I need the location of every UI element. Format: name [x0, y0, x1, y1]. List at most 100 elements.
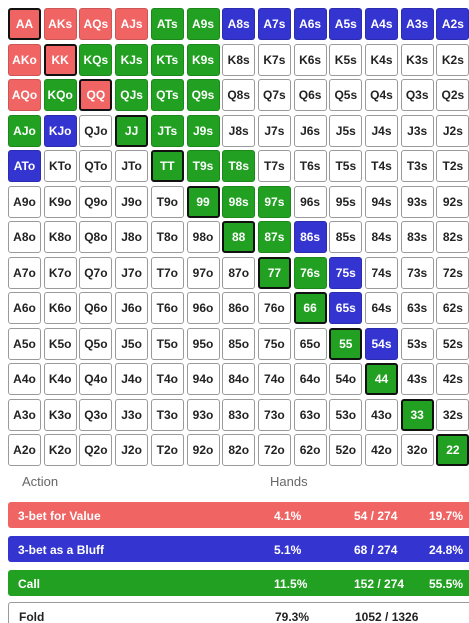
hand-cell: T9s [186, 150, 220, 182]
hand-cell: KK [43, 43, 77, 76]
hands-header: Hands [270, 474, 308, 489]
hand-cell: A3o [8, 398, 41, 431]
hand-cell: 74o [257, 363, 291, 395]
hand-cell: 53s [400, 327, 434, 360]
hand-cell: KQs [79, 43, 113, 76]
hand-cell: 32s [436, 398, 469, 431]
hand-cell: Q9o [79, 185, 113, 218]
hand-cell: Q2s [436, 79, 469, 111]
hand-cell: A4o [8, 363, 41, 395]
hand-cell: K4o [43, 363, 77, 395]
hand-cell: Q5o [79, 327, 113, 360]
hand-cell: K6s [293, 43, 327, 76]
hand-cell: 43s [400, 363, 434, 395]
hand-cell: K3o [43, 398, 77, 431]
hand-cell: 86o [222, 292, 256, 324]
hand-cell: Q6o [79, 292, 113, 324]
hand-cell: T2o [150, 434, 184, 466]
hand-cell: Q8o [79, 221, 113, 253]
hand-cell: AJo [8, 114, 41, 147]
hand-cell: JTs [150, 114, 184, 147]
hand-cell: K8s [222, 43, 256, 76]
hand-cell: K3s [400, 43, 434, 76]
hand-cell: 73o [257, 398, 291, 431]
hand-cell: T5s [329, 150, 363, 182]
hand-cell: ATo [8, 150, 41, 182]
hand-cell: 33 [400, 398, 434, 431]
hand-cell: 64s [365, 292, 398, 324]
hand-cell: T2s [436, 150, 469, 182]
hand-cell: J9s [186, 114, 220, 147]
hand-cell: JTo [115, 150, 149, 182]
hand-cell: A3s [400, 8, 434, 40]
hand-cell: A4s [365, 8, 398, 40]
hand-cell: 66 [293, 292, 327, 324]
hand-cell: T9o [150, 185, 184, 218]
hand-cell: Q3o [79, 398, 113, 431]
action-label: Fold [19, 610, 45, 623]
hand-cell: Q2o [79, 434, 113, 466]
hand-cell: T8s [222, 150, 256, 182]
hand-cell: 84s [365, 221, 398, 253]
hand-cell: A8s [222, 8, 256, 40]
hand-cell: A9s [186, 8, 220, 40]
hand-cell: 93o [186, 398, 220, 431]
hand-cell: A9o [8, 185, 41, 218]
hand-cell: QQ [79, 79, 113, 111]
hand-cell: 74s [365, 256, 398, 289]
hand-cell: 97o [186, 256, 220, 289]
hand-cell: 44 [365, 363, 398, 395]
action-share: 19.7% [429, 509, 464, 523]
hand-cell: J6s [293, 114, 327, 147]
action-label: Call [18, 577, 41, 591]
hand-cell: 95s [329, 185, 363, 218]
hand-cell: QTo [79, 150, 113, 182]
hand-cell: Q6s [293, 79, 327, 111]
hand-cell: K9s [186, 43, 220, 76]
hand-cell: 87o [222, 256, 256, 289]
hand-cell: QJo [79, 114, 113, 147]
hand-cell: Q8s [222, 79, 256, 111]
hand-cell: AKs [43, 8, 77, 40]
hand-cell: A6s [293, 8, 327, 40]
hand-cell: A8o [8, 221, 41, 253]
hand-cell: 93s [400, 185, 434, 218]
hand-cell: K9o [43, 185, 77, 218]
hand-cell: 95o [186, 327, 220, 360]
hand-cell: A7o [8, 256, 41, 289]
hand-cell: 65o [293, 327, 327, 360]
hand-cell: T3s [400, 150, 434, 182]
hand-cell: A2s [436, 8, 469, 40]
hand-cell: T8o [150, 221, 184, 253]
hand-cell: 22 [436, 434, 469, 466]
hand-cell: 98o [186, 221, 220, 253]
action-row: 3-bet for Value 4.1% 54 / 274 19.7% [8, 502, 469, 528]
hand-cell: 62o [293, 434, 327, 466]
hand-cell: 84o [222, 363, 256, 395]
hand-cell: K4s [365, 43, 398, 76]
hand-cell: T6o [150, 292, 184, 324]
action-percent: 79.3% [275, 610, 310, 623]
hand-cell: J8s [222, 114, 256, 147]
hand-cell: KJo [43, 114, 77, 147]
hand-cell: J8o [115, 221, 149, 253]
hand-cell: 63s [400, 292, 434, 324]
action-combos: 68 / 274 [354, 543, 398, 557]
hand-cell: AJs [115, 8, 149, 40]
hand-cell: J3o [115, 398, 149, 431]
hand-cell: Q9s [186, 79, 220, 111]
action-label: 3-bet as a Bluff [18, 543, 105, 557]
hand-cell: 53o [329, 398, 363, 431]
action-percent: 4.1% [274, 509, 302, 523]
hand-cell: 98s [222, 185, 256, 218]
hand-cell: K7o [43, 256, 77, 289]
hand-cell: J7o [115, 256, 149, 289]
hand-cell: 96o [186, 292, 220, 324]
hand-cell: Q4o [79, 363, 113, 395]
hand-cell: 42o [365, 434, 398, 466]
hand-cell: 52s [436, 327, 469, 360]
hand-cell: 82s [436, 221, 469, 253]
hand-cell: TT [150, 150, 184, 182]
hand-cell: QTs [150, 79, 184, 111]
hand-cell: 73s [400, 256, 434, 289]
